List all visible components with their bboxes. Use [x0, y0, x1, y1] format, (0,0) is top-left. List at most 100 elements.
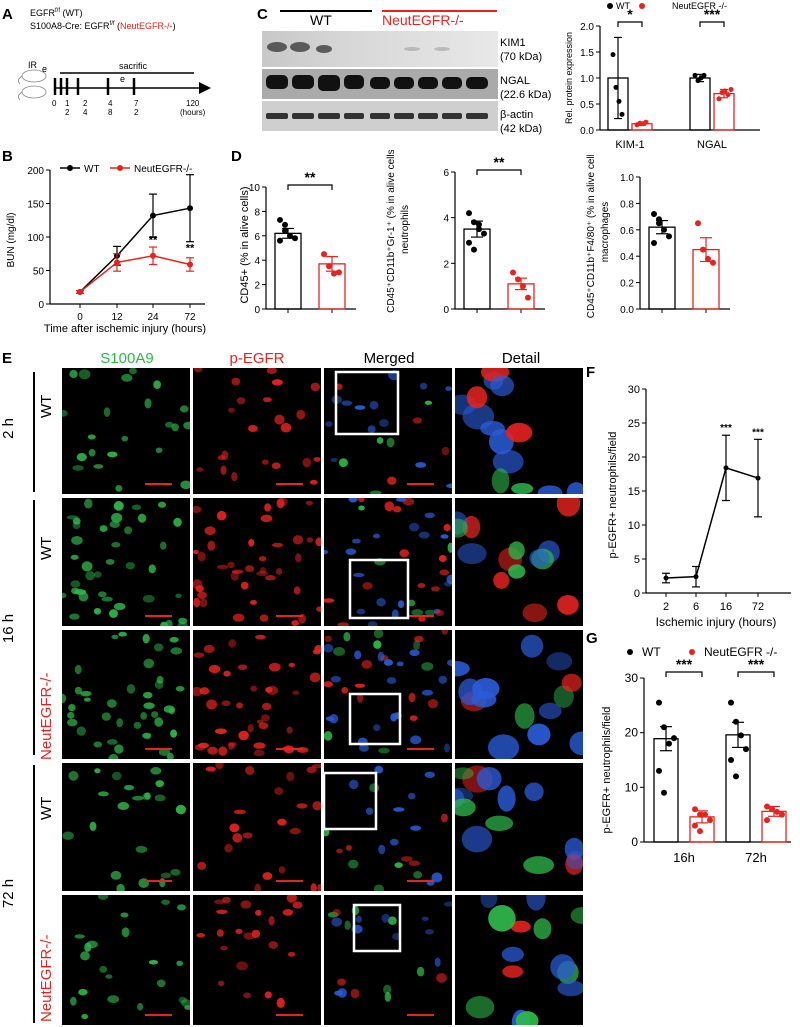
c-ytick-label: 0.0 [580, 126, 594, 137]
f-point [723, 465, 729, 471]
b-point [150, 212, 156, 219]
blot-actin [262, 101, 498, 131]
svg-text:1: 1 [65, 99, 70, 108]
d4-dot [666, 233, 672, 240]
c-sig: *** [704, 6, 721, 22]
d4-dot [695, 220, 701, 227]
b-point [77, 288, 83, 295]
f-ytick-label: 0 [634, 588, 640, 600]
micrograph-r4-c0 [62, 895, 190, 1025]
timeline-tick-labels: 0 12 24 48 72 120(hours) [52, 99, 206, 117]
c-dot [722, 88, 728, 94]
g-dot [702, 811, 708, 818]
b-ytick-label: 200 [27, 166, 44, 177]
d2-ytick-label: 4 [254, 256, 260, 267]
micrograph-r2-c1 [193, 630, 321, 759]
f-xlabel: Ischemic injury (hours) [656, 615, 777, 629]
c-dot [643, 119, 649, 125]
g-dot [733, 718, 739, 725]
c-dot [692, 72, 698, 78]
g-dot [656, 699, 662, 706]
c-dot [610, 52, 616, 58]
micrograph-r1-c3 [455, 498, 583, 626]
row-label-ko-72h: NeutEGFR-/- [38, 934, 55, 1022]
b-line-0 [79, 207, 191, 293]
d3-ylabel-2: macrophages [600, 202, 611, 263]
panel-label-e: E [2, 350, 13, 367]
blot-ngal [262, 69, 498, 99]
sacrifice-label: sacrific [119, 61, 148, 71]
b-point [114, 259, 120, 266]
b-legend-wt: WT [84, 164, 100, 175]
svg-text:8: 8 [108, 108, 113, 117]
c-dot [616, 98, 622, 104]
f-xtick-label: 72 [752, 601, 764, 613]
g-legend-wt-dot [627, 649, 633, 655]
f-ytick-label: 5 [634, 554, 640, 566]
chart-d2: 0 2 4 6 ** CD45⁺CD11b⁺Gr-1⁺ (% in alive cells… [386, 150, 545, 316]
micrograph-r4-c3 [455, 895, 583, 1025]
d2-ytick-label: 2 [254, 281, 260, 292]
d3-dot [476, 221, 482, 228]
d3-bracket [476, 169, 522, 175]
g-dot [733, 773, 739, 780]
genotype-ko: S100A8-Cre: EGFRf/f (NeutEGFR-/-) [30, 21, 176, 31]
d4-dot [656, 216, 662, 223]
micrograph-r3-c2 [324, 763, 452, 891]
micrograph-r0-c1 [193, 368, 321, 494]
d2-dot [331, 270, 337, 277]
d2-dot [287, 232, 293, 239]
d4-dot [705, 255, 711, 262]
panel-a-genotypes: EGFRf/f (WT) S100A8-Cre: EGFRf/f (NeutEG… [30, 6, 176, 32]
g-bar [653, 738, 679, 843]
ir-superscript: e [42, 64, 47, 74]
f-xtick-label: 16 [720, 601, 732, 613]
time-label-16h: 16 h [0, 613, 18, 644]
timeline-ticks [53, 78, 136, 95]
g-legend-ko-dot [689, 649, 695, 655]
d3-dot [471, 246, 477, 253]
g-dot [769, 806, 775, 813]
g-dot [661, 789, 667, 796]
g-dot [743, 746, 749, 753]
panel-label-g: G [586, 630, 598, 647]
chart-d3: 0.0 0.2 0.4 0.6 0.8 1.0 CD45⁺CD11b⁺F4/80⁺ (% i… [586, 155, 730, 318]
c-bracket [617, 21, 643, 27]
d4-dot [710, 259, 716, 266]
d3-ytick-label: 6 [443, 168, 449, 179]
micrograph-r0-c0 [62, 368, 190, 494]
blot-kim1 [262, 31, 498, 67]
b-point [187, 261, 193, 268]
ir-label: IR [28, 60, 38, 70]
g-dot [774, 808, 780, 815]
mouse-icon [18, 69, 47, 101]
band-kim1: KIM1 (70 kDa) [500, 37, 543, 63]
d2-ylabel-2: neutrophils [400, 205, 411, 254]
micrograph-r3-c3 [455, 763, 583, 891]
c-legend-wt: WT [616, 1, 630, 11]
d3-dot [476, 226, 482, 233]
col-header-merged: Merged [363, 350, 415, 367]
b-ytick-label: 50 [33, 267, 45, 278]
g-dot [697, 811, 703, 818]
g-legend-wt: WT [642, 645, 661, 659]
wt-bar [280, 10, 372, 12]
g-ylabel: p-EGFR+ neutrophils/field [601, 707, 613, 834]
svg-text:4: 4 [108, 99, 113, 108]
g-dot [692, 806, 698, 813]
g-dot [764, 817, 770, 824]
g-dot [728, 757, 734, 763]
sacrifice-label-e: e [120, 74, 125, 84]
micrograph-grid [62, 368, 586, 1027]
blot-wt-label: WT [310, 12, 332, 28]
g-dot [779, 811, 785, 818]
b-point [150, 252, 156, 259]
d2-ytick-label: 10 [249, 183, 261, 194]
b-legend-ko: NeutEGFR-/- [134, 164, 192, 175]
d2-dot [321, 251, 327, 258]
f-ytick-label: 30 [628, 384, 640, 396]
micrograph-r2-c2 [324, 630, 452, 759]
c-ytick-label: 1.5 [580, 48, 594, 59]
c-legend-wt-dot [607, 3, 613, 9]
